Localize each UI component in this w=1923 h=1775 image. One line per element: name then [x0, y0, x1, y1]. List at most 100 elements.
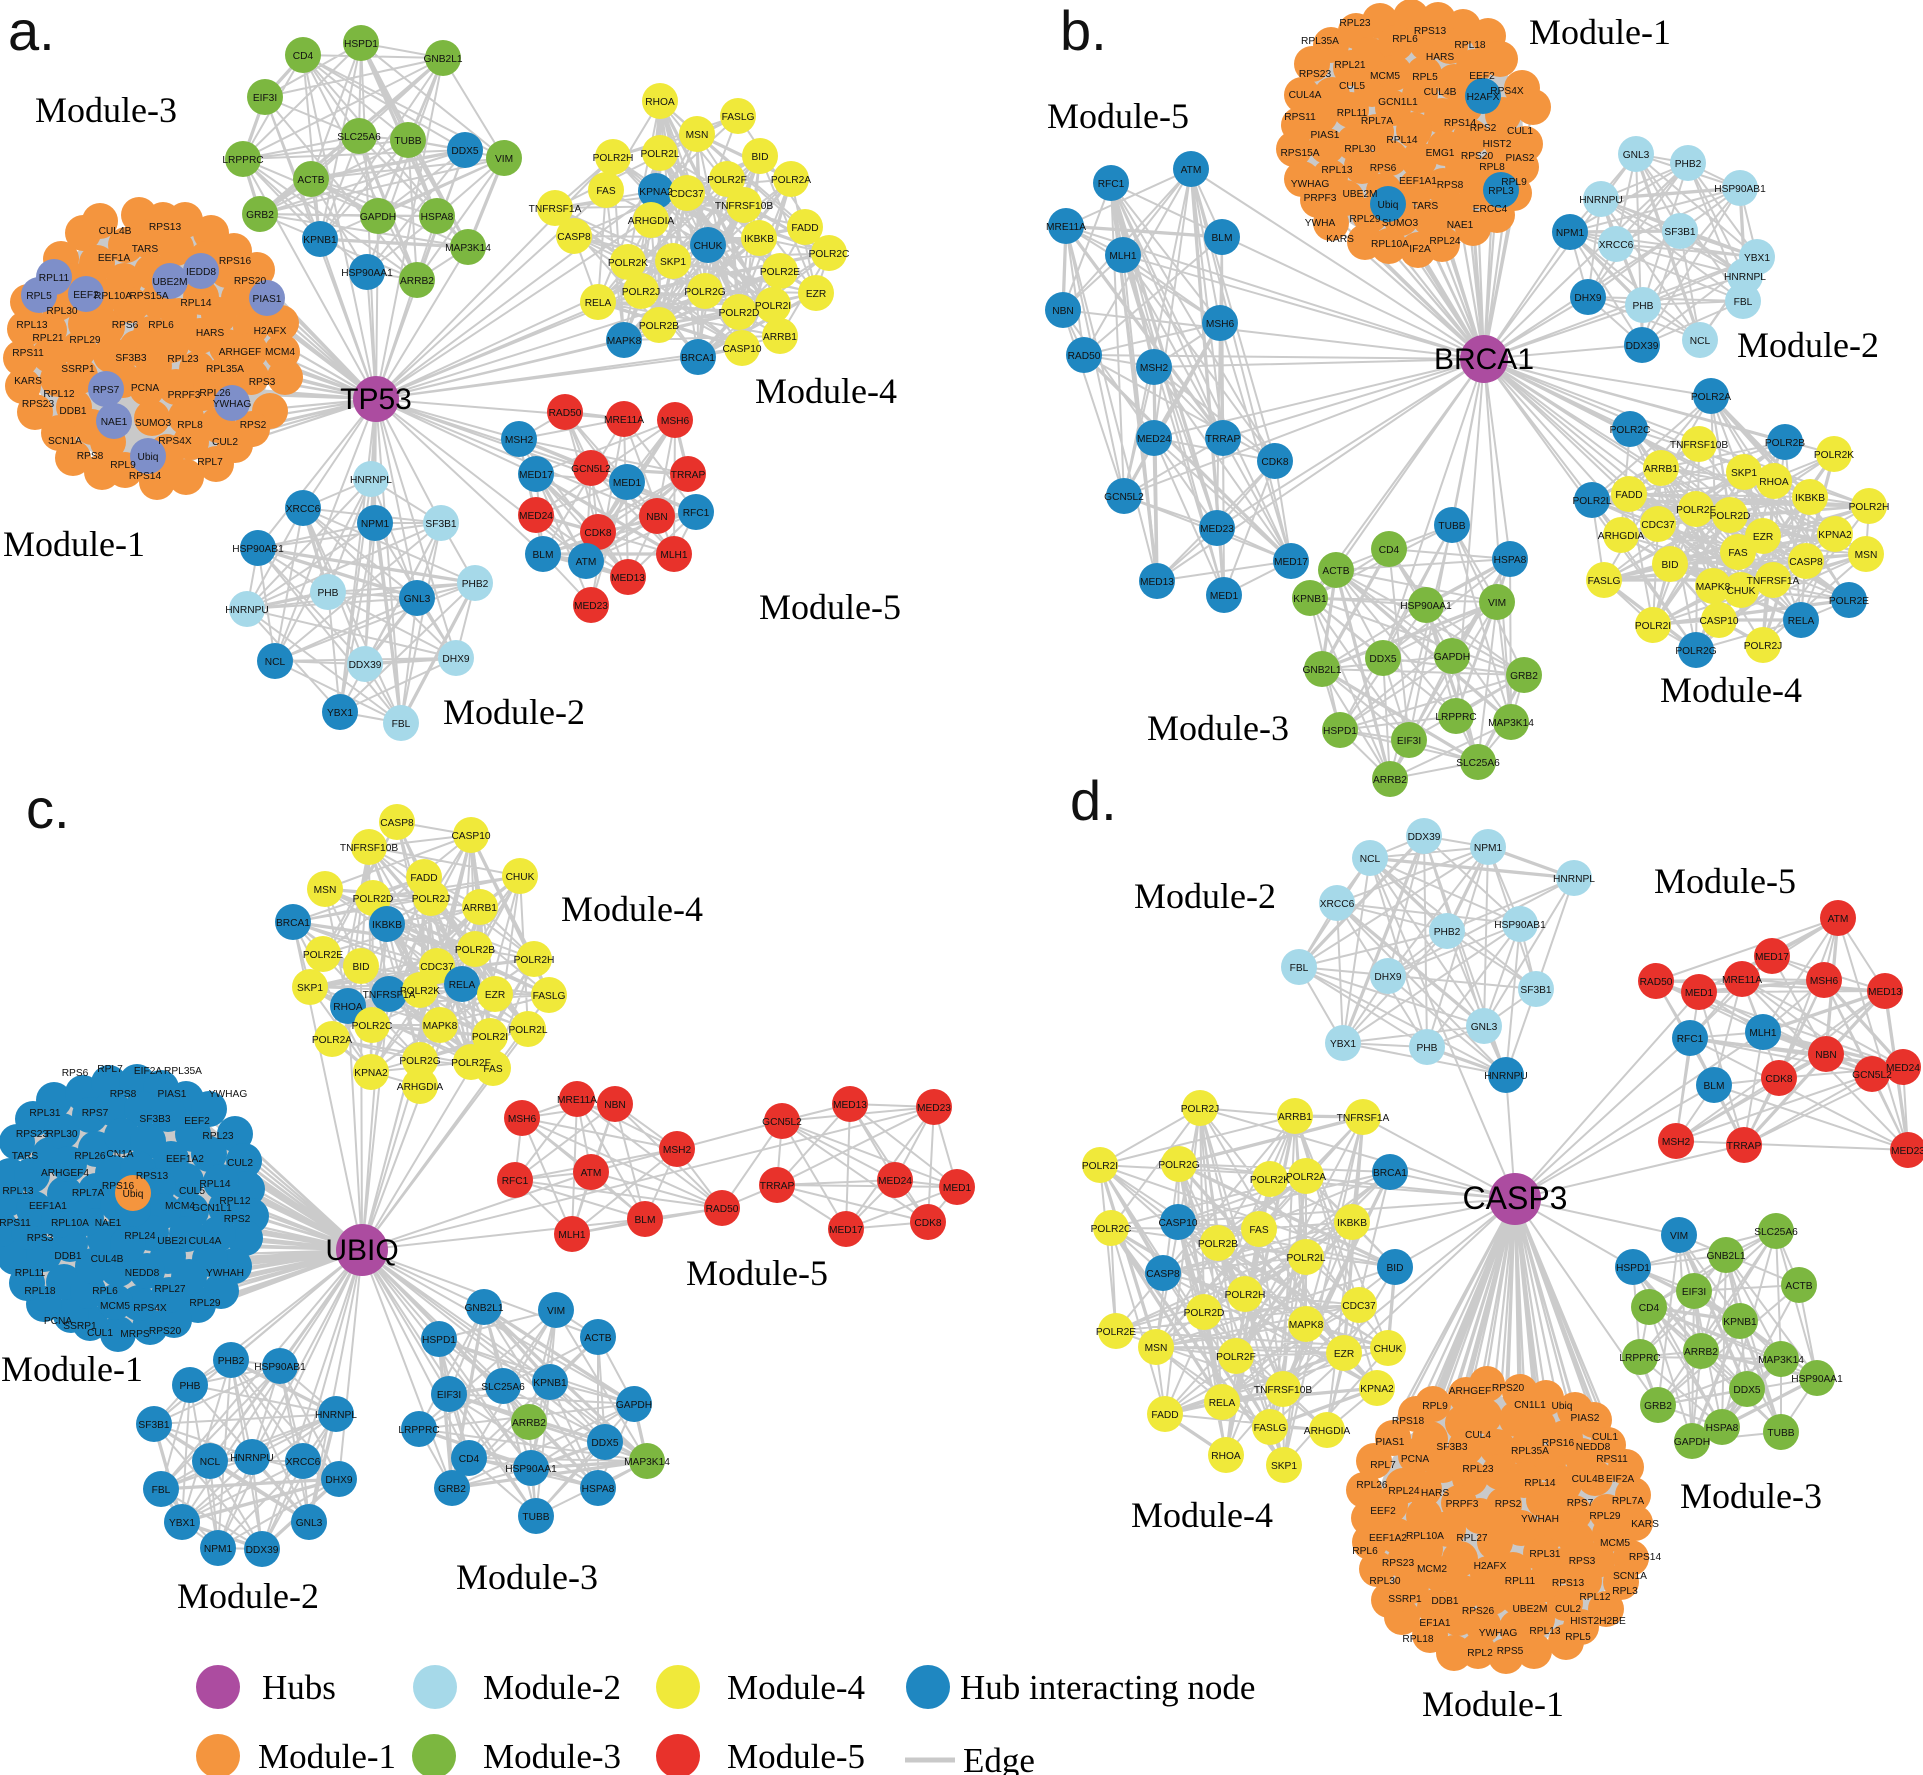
- svg-text:POLR2L: POLR2L: [1572, 496, 1611, 507]
- svg-text:SCN1A: SCN1A: [48, 436, 82, 447]
- svg-text:Module-3: Module-3: [483, 1737, 621, 1775]
- svg-text:PCNA: PCNA: [44, 1316, 73, 1327]
- svg-text:POLR2F: POLR2F: [451, 1058, 491, 1069]
- svg-text:PHB: PHB: [180, 1381, 201, 1392]
- svg-text:PRPF3: PRPF3: [1304, 193, 1337, 204]
- svg-text:HSP90AA1: HSP90AA1: [1791, 1374, 1843, 1385]
- svg-text:SUMO3: SUMO3: [135, 418, 172, 429]
- svg-text:Module-5: Module-5: [1047, 96, 1189, 136]
- svg-text:KPNA2: KPNA2: [1360, 1384, 1394, 1395]
- svg-text:Hubs: Hubs: [262, 1668, 336, 1707]
- svg-text:CDK8: CDK8: [584, 528, 612, 539]
- svg-text:MLH1: MLH1: [660, 550, 688, 561]
- svg-text:HIST2: HIST2: [1483, 139, 1512, 150]
- svg-text:ARRB2: ARRB2: [512, 1418, 546, 1429]
- svg-text:GNB2L1: GNB2L1: [1706, 1251, 1745, 1262]
- svg-text:NPM1: NPM1: [1556, 228, 1585, 239]
- svg-text:DDX39: DDX39: [246, 1545, 279, 1556]
- svg-text:GNL3: GNL3: [1471, 1022, 1498, 1033]
- svg-text:DDX39: DDX39: [349, 660, 382, 671]
- svg-text:MED23: MED23: [574, 601, 608, 612]
- svg-text:RPS5: RPS5: [1497, 1646, 1524, 1657]
- svg-text:HARS: HARS: [1426, 52, 1455, 63]
- svg-text:NCL: NCL: [1690, 336, 1711, 347]
- svg-text:CASP10: CASP10: [451, 831, 490, 842]
- svg-text:MCM5: MCM5: [1370, 71, 1400, 82]
- svg-text:Module-5: Module-5: [686, 1253, 828, 1293]
- svg-text:POLR2G: POLR2G: [1675, 646, 1716, 657]
- svg-text:TNFRSF1A: TNFRSF1A: [1747, 576, 1800, 587]
- svg-text:Module-3: Module-3: [35, 90, 177, 130]
- svg-text:MSH6: MSH6: [1206, 319, 1235, 330]
- svg-text:Module-3: Module-3: [456, 1557, 598, 1597]
- svg-text:PHB2: PHB2: [218, 1356, 245, 1367]
- svg-text:POLR2J: POLR2J: [1744, 641, 1783, 652]
- svg-text:RPS20: RPS20: [1492, 1383, 1525, 1394]
- svg-text:TARS: TARS: [12, 1151, 39, 1162]
- svg-text:RPS20: RPS20: [149, 1326, 182, 1337]
- svg-text:YBX1: YBX1: [169, 1518, 195, 1529]
- svg-text:RPL5: RPL5: [1412, 72, 1438, 83]
- svg-text:NAE1: NAE1: [1447, 220, 1474, 231]
- svg-text:RPL8: RPL8: [177, 420, 203, 431]
- svg-text:GCN5L2: GCN5L2: [571, 464, 611, 475]
- svg-text:POLR2A: POLR2A: [1691, 392, 1731, 403]
- svg-text:MCM4: MCM4: [265, 347, 295, 358]
- svg-text:NAE1: NAE1: [101, 417, 128, 428]
- svg-text:RFC1: RFC1: [502, 1176, 529, 1187]
- svg-text:DDX5: DDX5: [1369, 654, 1397, 665]
- svg-text:Module-4: Module-4: [561, 889, 703, 929]
- svg-text:RPL10A: RPL10A: [1406, 1531, 1444, 1542]
- svg-text:GCN1L1: GCN1L1: [1378, 97, 1418, 108]
- svg-text:DDX39: DDX39: [1408, 832, 1441, 843]
- svg-text:SF3B3: SF3B3: [139, 1114, 170, 1125]
- svg-text:RPS8: RPS8: [77, 451, 104, 462]
- svg-text:CD4: CD4: [1639, 1303, 1660, 1314]
- svg-text:EIF3I: EIF3I: [253, 93, 277, 104]
- svg-text:RHOA: RHOA: [333, 1002, 363, 1013]
- svg-text:RPS16: RPS16: [219, 256, 252, 267]
- svg-text:HSPD1: HSPD1: [422, 1335, 456, 1346]
- svg-text:HSPD1: HSPD1: [344, 39, 378, 50]
- svg-text:GCN1L1: GCN1L1: [192, 1203, 232, 1214]
- svg-text:RPL11: RPL11: [1505, 1576, 1536, 1587]
- svg-text:POLR2I: POLR2I: [1635, 621, 1671, 632]
- svg-text:BID: BID: [1662, 560, 1679, 571]
- svg-text:RPL27: RPL27: [1456, 1533, 1487, 1544]
- svg-text:ARRB2: ARRB2: [1373, 775, 1407, 786]
- svg-text:POLR2I: POLR2I: [1082, 1161, 1118, 1172]
- svg-text:GRB2: GRB2: [1644, 1401, 1672, 1412]
- svg-text:RPL14: RPL14: [180, 298, 211, 309]
- svg-text:DDX5: DDX5: [591, 1438, 619, 1449]
- svg-text:NPM1: NPM1: [204, 1544, 233, 1555]
- svg-text:GAPDH: GAPDH: [1674, 1437, 1710, 1448]
- svg-text:POLR2L: POLR2L: [508, 1025, 547, 1036]
- svg-text:RAD50: RAD50: [1068, 351, 1101, 362]
- svg-text:RPL6: RPL6: [1352, 1546, 1378, 1557]
- svg-text:RPL13: RPL13: [16, 320, 47, 331]
- svg-text:POLR2E: POLR2E: [1096, 1327, 1136, 1338]
- svg-text:RPL29: RPL29: [1589, 1511, 1620, 1522]
- svg-text:GNB2L1: GNB2L1: [464, 1303, 503, 1314]
- svg-text:HSP90AB1: HSP90AB1: [1494, 920, 1546, 931]
- svg-text:MAP3K14: MAP3K14: [1758, 1355, 1804, 1366]
- svg-text:POLR2G: POLR2G: [684, 287, 725, 298]
- svg-text:KPNA2: KPNA2: [354, 1068, 388, 1079]
- svg-text:RPL7: RPL7: [1370, 1460, 1396, 1471]
- svg-text:NBN: NBN: [646, 512, 668, 523]
- svg-text:HSP90AA1: HSP90AA1: [505, 1464, 557, 1475]
- svg-text:POLR2A: POLR2A: [771, 175, 811, 186]
- svg-text:POLR2G: POLR2G: [1158, 1160, 1199, 1171]
- svg-text:RPL9: RPL9: [1501, 177, 1527, 188]
- svg-text:RPL7: RPL7: [197, 457, 223, 468]
- svg-text:RPL13: RPL13: [2, 1186, 33, 1197]
- svg-text:ARHGDIA: ARHGDIA: [1304, 1426, 1351, 1437]
- svg-text:RPS6: RPS6: [62, 1068, 89, 1079]
- svg-text:CUL2: CUL2: [1555, 1604, 1581, 1615]
- svg-text:TNFRSF10B: TNFRSF10B: [715, 201, 774, 212]
- svg-text:MAPK8: MAPK8: [1696, 582, 1731, 593]
- svg-text:MED13: MED13: [1868, 987, 1902, 998]
- svg-text:HSP90AB1: HSP90AB1: [1714, 184, 1766, 195]
- svg-text:MED24: MED24: [878, 1176, 912, 1187]
- svg-text:Module-1: Module-1: [1529, 12, 1671, 52]
